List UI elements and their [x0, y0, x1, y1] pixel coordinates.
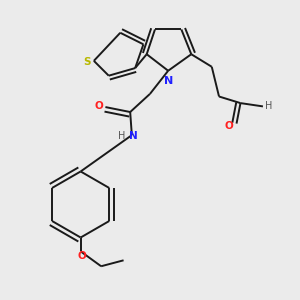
Text: N: N: [129, 131, 138, 141]
Text: O: O: [94, 101, 103, 111]
Text: O: O: [225, 121, 234, 131]
Text: O: O: [77, 251, 86, 261]
Text: S: S: [83, 58, 90, 68]
Text: H: H: [118, 131, 126, 141]
Text: N: N: [164, 76, 173, 85]
Text: H: H: [265, 101, 272, 111]
